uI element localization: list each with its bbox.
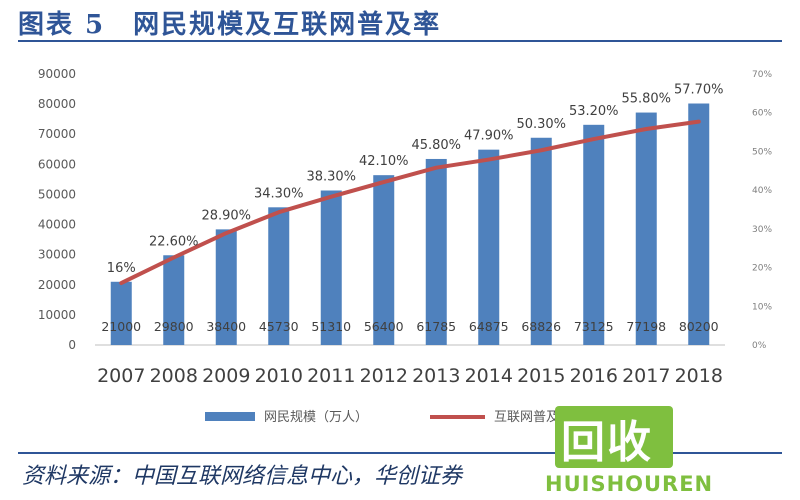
y-right-tick-label: 60% (752, 109, 772, 119)
line-value-labels: 16% 22.60%28.90%34.30%38.30%42.10%45.80%4… (107, 83, 724, 276)
y-right-tick-label: 30% (752, 225, 772, 235)
footer-divider (18, 452, 782, 454)
watermark-text: 回收 (561, 417, 653, 468)
bar (215, 229, 237, 345)
y-left-tick-label: 40000 (38, 218, 76, 232)
line-value-label: 45.80% (411, 138, 461, 153)
y-left-tick-label: 70000 (38, 127, 76, 141)
bar-value-label: 56400 (364, 319, 404, 334)
legend-label-bar: 网民规模（万人） (264, 410, 368, 425)
figure-title: 图表 5 网民规模及互联网普及率 (18, 10, 442, 40)
y-left-tick-label: 90000 (38, 67, 76, 81)
watermark-box (555, 406, 673, 468)
watermark-logo: 回收 HUISHOUREN (545, 400, 800, 500)
bar-value-label: 38400 (206, 319, 246, 334)
x-tick-label: 2016 (570, 365, 618, 387)
bar-value-label: 51310 (311, 319, 351, 334)
y-left-tick-label: 30000 (38, 248, 76, 262)
y-axis-left: 0 10000 20000 30000 40000 50000 60000 70000 8000… (38, 67, 76, 352)
bar (373, 175, 395, 345)
legend-label-line: 互联网普及率 (494, 409, 572, 425)
bar (478, 149, 500, 345)
y-left-tick-label: 20000 (38, 278, 76, 292)
x-tick-label: 2015 (517, 365, 565, 387)
x-tick-label: 2010 (255, 365, 303, 387)
y-left-tick-label: 0 (68, 338, 76, 352)
bar (425, 158, 447, 345)
bar-value-label: 68826 (521, 319, 561, 334)
bar-value-label: 73125 (574, 319, 614, 334)
bar (635, 112, 657, 345)
watermark-latin: HUISHOUREN (545, 472, 714, 496)
bar-value-label: 45730 (259, 319, 299, 334)
line-value-label: 50.30% (516, 117, 566, 132)
y-right-tick-label: 70% (752, 70, 772, 80)
bar-value-labels: 21000 29800 38400 45730 51310 56400 61785 64875… (101, 319, 718, 334)
bar (163, 255, 185, 345)
bar (268, 207, 290, 345)
line-value-label: 57.70% (674, 83, 724, 98)
line-value-label: 22.60% (149, 234, 199, 249)
line-value-label: 55.80% (621, 92, 671, 107)
y-axis-right: 0% 10% 20% 30% 40% 50% 60% 70% (752, 70, 772, 351)
rate-line (119, 119, 701, 286)
line-value-label: 53.20% (569, 104, 619, 119)
source-note: 资料来源：中国互联网络信息中心，华创证券 (22, 464, 463, 489)
y-left-tick-label: 60000 (38, 157, 76, 171)
y-right-tick-label: 0% (752, 341, 767, 351)
x-tick-label: 2013 (412, 365, 460, 387)
bar-value-label: 61785 (416, 319, 456, 334)
line-value-label: 16% (107, 261, 136, 276)
y-left-tick-label: 50000 (38, 187, 76, 201)
x-tick-label: 2012 (360, 365, 408, 387)
header: 图表 5 网民规模及互联网普及率 (0, 0, 800, 44)
x-tick-label: 2011 (307, 365, 355, 387)
line-value-label: 47.90% (464, 129, 514, 144)
title-divider (18, 40, 782, 42)
line-value-label: 34.30% (254, 186, 304, 201)
line-value-label: 28.90% (201, 208, 251, 223)
x-axis: 2007 2008 2009 2010 2011 2012 2013 2014 2015 2016… (97, 365, 723, 387)
bar (320, 190, 342, 345)
y-right-tick-label: 40% (752, 186, 772, 196)
x-tick-label: 2009 (202, 365, 250, 387)
x-tick-label: 2008 (150, 365, 198, 387)
line-value-label: 38.30% (306, 169, 356, 184)
legend: 网民规模（万人） 互联网普及率 (205, 409, 572, 425)
legend-swatch-bar (205, 412, 255, 421)
y-right-tick-label: 10% (752, 302, 772, 312)
x-tick-label: 2018 (675, 365, 723, 387)
bar (688, 103, 710, 346)
bar-series (110, 103, 710, 346)
x-tick-label: 2007 (97, 365, 145, 387)
y-left-tick-label: 80000 (38, 97, 76, 111)
x-tick-label: 2014 (465, 365, 513, 387)
bar-value-label: 29800 (154, 319, 194, 334)
bar-value-label: 80200 (679, 319, 719, 334)
bar-value-label: 21000 (101, 319, 141, 334)
bar-value-label: 64875 (469, 319, 509, 334)
bar (583, 124, 605, 345)
bar (110, 281, 132, 345)
x-tick-label: 2017 (622, 365, 670, 387)
y-right-tick-label: 20% (752, 264, 772, 274)
line-value-label: 42.10% (359, 154, 409, 169)
y-right-tick-label: 50% (752, 147, 772, 157)
bar (530, 137, 552, 345)
y-left-tick-label: 10000 (38, 308, 76, 322)
bar-value-label: 77198 (626, 319, 666, 334)
